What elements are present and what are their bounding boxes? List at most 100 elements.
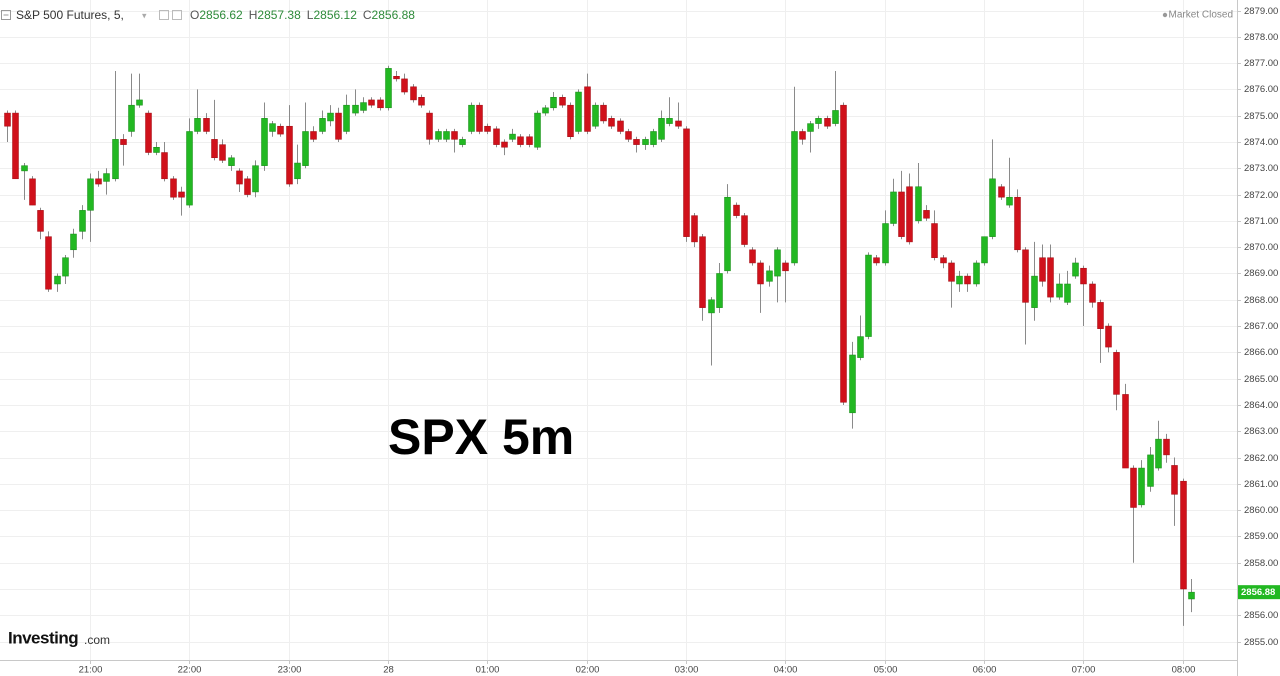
candle-body: [849, 354, 856, 414]
candle-body: [791, 131, 798, 264]
candle-body: [186, 131, 193, 206]
y-tick-label: 2862.00: [1244, 453, 1278, 464]
candle-body: [517, 136, 524, 145]
candles: [4, 65, 1195, 626]
close-icon[interactable]: [172, 10, 182, 20]
candle-body: [310, 131, 317, 140]
candle-body: [998, 186, 1005, 198]
candle-body: [1113, 352, 1120, 395]
candle-body: [153, 147, 160, 153]
ohlc-value: 2856.88: [372, 8, 416, 22]
candle-body: [178, 191, 185, 198]
x-tick-label: 23:00: [278, 665, 302, 676]
candle-body: [343, 104, 350, 132]
y-tick-label: 2858.00: [1244, 558, 1278, 569]
candle-body: [1097, 302, 1104, 329]
y-tick-label: 2863.00: [1244, 426, 1278, 437]
y-tick-label: 2859.00: [1244, 531, 1278, 542]
candle-body: [840, 104, 847, 403]
candle-body: [70, 233, 77, 251]
y-tick-label: 2877.00: [1244, 58, 1278, 69]
candle-body: [915, 186, 922, 222]
candle-body: [1155, 438, 1162, 469]
candle-body: [617, 120, 624, 132]
candle-body: [956, 275, 963, 285]
collapse-icon[interactable]: [1, 10, 11, 20]
ohlc-key: H: [249, 8, 258, 22]
candle-body: [1180, 480, 1187, 590]
candle-body: [807, 123, 814, 132]
y-tick-label: 2870.00: [1244, 242, 1278, 253]
candle-body: [989, 178, 996, 237]
candle-body: [62, 257, 69, 277]
candle-body: [87, 178, 94, 211]
ohlc-key: C: [363, 8, 372, 22]
ohlc-key: L: [307, 8, 314, 22]
candle-body: [327, 112, 334, 122]
candle-body: [923, 210, 930, 219]
x-tick-label: 22:00: [178, 665, 202, 676]
candle-body: [509, 133, 516, 140]
candle-body: [95, 178, 102, 185]
candle-body: [4, 112, 11, 127]
candle-body: [21, 165, 28, 172]
dropdown-caret[interactable]: ▾: [142, 10, 147, 20]
y-tick-label: 2875.00: [1244, 111, 1278, 122]
candle-body: [435, 131, 442, 140]
candle-body: [766, 270, 773, 282]
candle-body: [1163, 438, 1170, 456]
y-tick-label: 2878.00: [1244, 32, 1278, 43]
x-tick-label: 21:00: [79, 665, 103, 676]
candle-body: [277, 125, 284, 135]
annotation: SPX 5m: [388, 409, 574, 465]
candle-body: [203, 118, 210, 132]
candle-body: [873, 257, 880, 264]
settings-icon[interactable]: [159, 10, 169, 20]
y-tick-label: 2867.00: [1244, 321, 1278, 332]
status: Market Closed: [1169, 10, 1233, 21]
candle-body: [451, 131, 458, 140]
candle-body: [426, 112, 433, 140]
candle-body: [1072, 262, 1079, 277]
candle-body: [666, 118, 673, 124]
candle-body: [973, 262, 980, 285]
candle-body: [1089, 283, 1096, 303]
candle-body: [493, 128, 500, 145]
candle-body: [658, 118, 665, 140]
candle-body: [1047, 257, 1054, 298]
logo-suffix: .com: [84, 633, 110, 647]
candle-body: [782, 262, 789, 272]
ohlc-value: 2856.62: [199, 8, 243, 22]
candle-body: [484, 125, 491, 132]
candle-body: [377, 99, 384, 109]
x-tick-label: 03:00: [675, 665, 699, 676]
candle-body: [865, 254, 872, 337]
ohlc-value: 2856.12: [313, 8, 357, 22]
candle-body: [542, 107, 549, 114]
candle-body: [964, 275, 971, 285]
candle-body: [1039, 257, 1046, 282]
candle-body: [352, 104, 359, 114]
y-tick-label: 2874.00: [1244, 137, 1278, 148]
candle-body: [37, 210, 44, 232]
candle-body: [261, 118, 268, 166]
y-tick-label: 2856.00: [1244, 610, 1278, 621]
candle-body: [1006, 196, 1013, 206]
y-tick-label: 2868.00: [1244, 295, 1278, 306]
y-tick-label: 2865.00: [1244, 374, 1278, 385]
candle-body: [1014, 196, 1021, 251]
candle-body: [294, 162, 301, 180]
y-tick-label: 2869.00: [1244, 268, 1278, 279]
candle-body: [708, 299, 715, 314]
candle-body: [940, 257, 947, 264]
candle-body: [642, 139, 649, 145]
candle-body: [633, 139, 640, 145]
candle-body: [29, 178, 36, 206]
y-tick-label: 2855.00: [1244, 637, 1278, 648]
candle-body: [468, 104, 475, 132]
candle-body: [699, 236, 706, 308]
candle-body: [12, 112, 19, 180]
y-tick-label: 2873.00: [1244, 163, 1278, 174]
candle-body: [691, 215, 698, 243]
